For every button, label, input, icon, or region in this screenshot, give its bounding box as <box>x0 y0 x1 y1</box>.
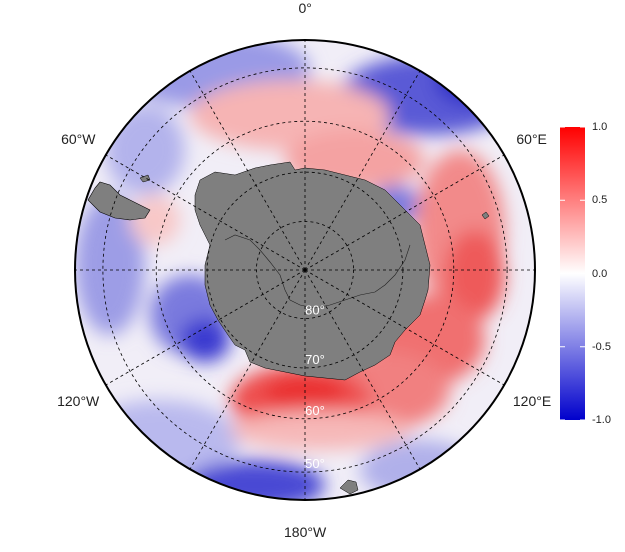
meridian-line <box>189 269 306 470</box>
colorbar-tick-label: -1.0 <box>592 414 611 426</box>
colorbar-ticks <box>560 126 585 421</box>
colorbar-tick-label: 0.0 <box>592 267 608 280</box>
meridian-line <box>304 70 421 271</box>
meridian-line <box>304 269 421 470</box>
graticule <box>75 40 535 500</box>
colorbar-tick-label: 0.5 <box>592 194 608 207</box>
map-boundary <box>74 39 536 501</box>
meridian-line <box>304 269 505 386</box>
kerguelen-island <box>481 211 490 220</box>
meridian-line <box>105 269 306 386</box>
colorbar-tick-label: -0.5 <box>592 340 611 353</box>
longitude-label: 60°E <box>516 131 547 147</box>
latitude-labels: 80° 70° 60° 50° <box>305 303 325 472</box>
correlation-field <box>75 40 535 500</box>
longitude-label: 120°E <box>512 393 552 409</box>
meridian-line <box>105 154 306 271</box>
longitude-label: 120°W <box>57 393 100 409</box>
longitude-label: 180°W <box>284 524 327 540</box>
meridian-line <box>189 70 306 271</box>
latitude-label: 70° <box>305 352 325 367</box>
meridian-line <box>304 154 505 271</box>
longitude-label: 60°W <box>61 131 96 147</box>
parallel-circle <box>102 67 508 473</box>
new-zealand-tip <box>339 479 359 495</box>
antarctica-landmass <box>194 161 431 381</box>
longitude-label: 0° <box>298 0 312 16</box>
parallel-circle <box>155 120 455 420</box>
colorbar-tick-label: 1.0 <box>592 121 608 133</box>
south-america-tip <box>87 181 151 221</box>
latitude-label: 80° <box>305 303 325 318</box>
falkland-islands <box>139 174 151 183</box>
latitude-label: 60° <box>305 403 325 418</box>
latitude-label: 50° <box>305 456 325 471</box>
coastline-detail <box>224 234 411 309</box>
